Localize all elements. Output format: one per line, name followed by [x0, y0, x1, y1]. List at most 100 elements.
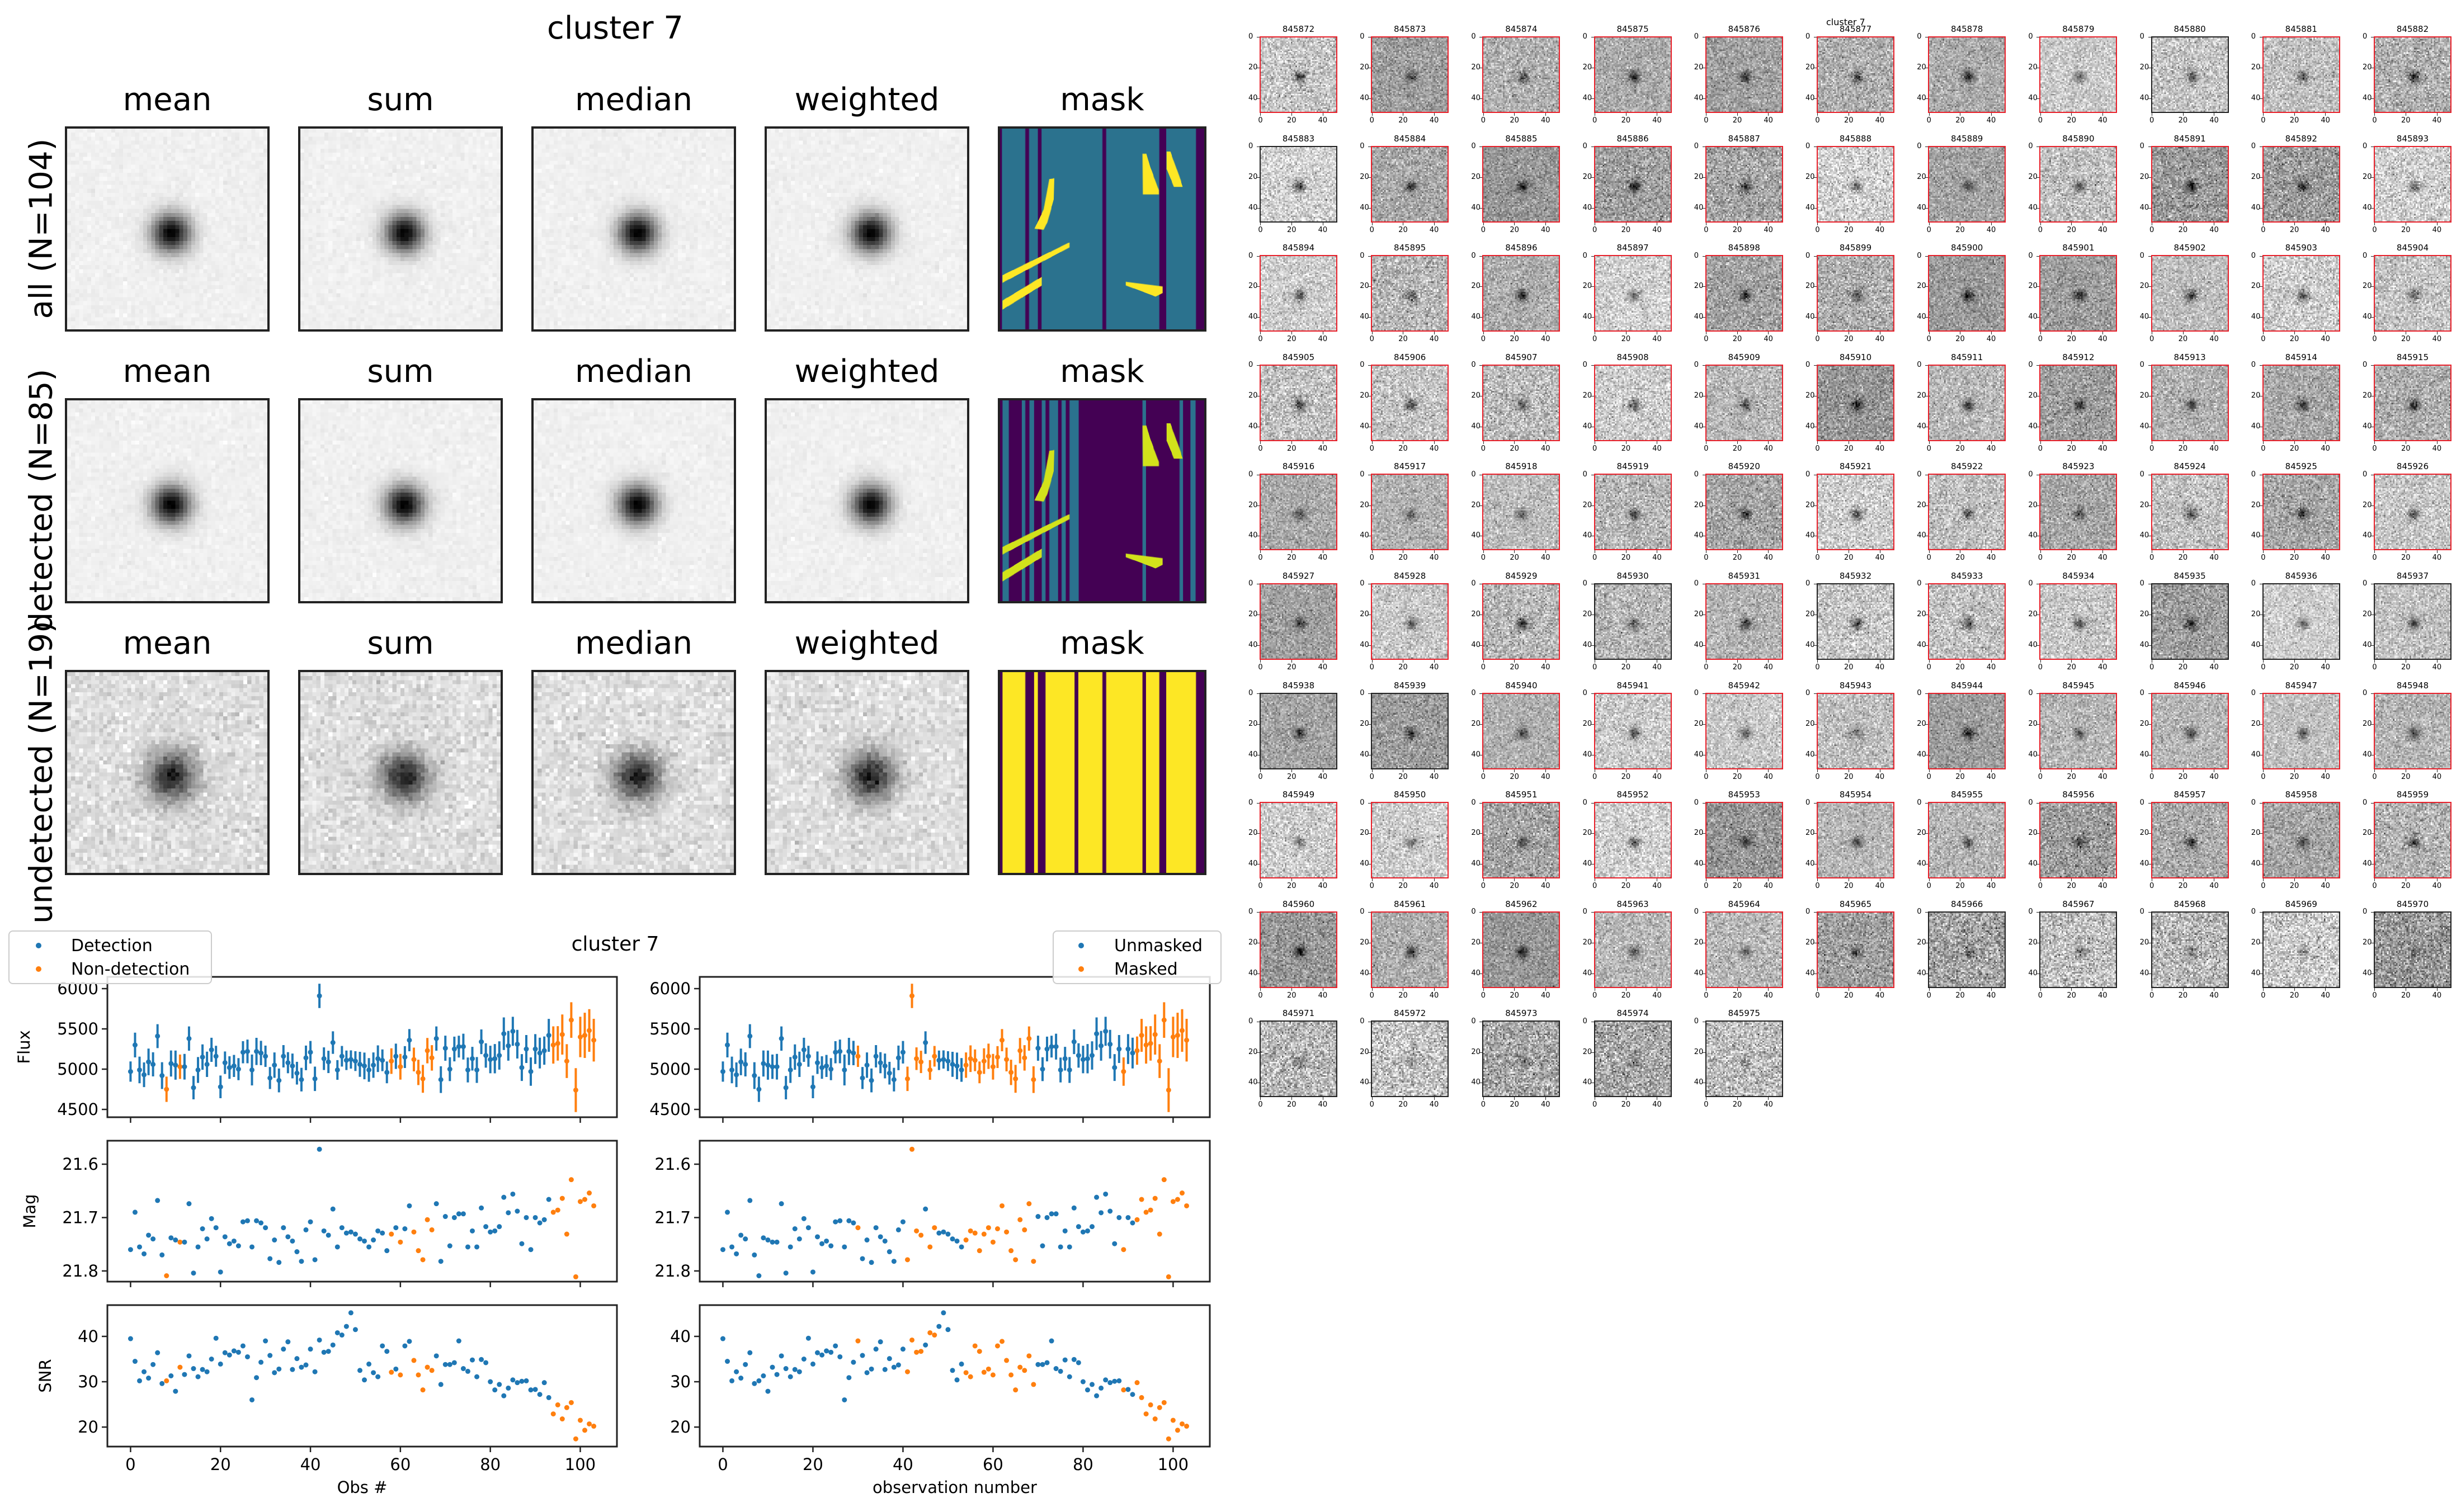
thumbnail-image[interactable] [1371, 364, 1449, 441]
data-point [1058, 1067, 1063, 1072]
data-point [294, 1249, 300, 1255]
y-axis-label: SNR [36, 1359, 55, 1392]
thumbnail-image[interactable] [1817, 145, 1894, 223]
x-tick-label: 20 [1510, 444, 1519, 453]
thumbnails-title: cluster 7 [1826, 17, 1865, 27]
thumbnail-image[interactable] [1482, 145, 1560, 223]
thumbnail-image[interactable] [2039, 145, 2118, 223]
thumbnail-image[interactable] [2039, 36, 2118, 113]
thumbnail-image[interactable] [1482, 255, 1560, 332]
thumbnail-image[interactable] [1260, 145, 1337, 223]
y-tick-label: 0 [2139, 361, 2144, 370]
data-point [308, 1346, 313, 1352]
x-tick-label: 20 [1286, 116, 1296, 125]
thumbnail-image[interactable] [2262, 36, 2340, 113]
y-tick-label: 0 [2028, 32, 2033, 41]
data-point [1116, 1046, 1122, 1052]
thumbnail-image[interactable] [1371, 255, 1449, 332]
data-point [904, 1257, 910, 1263]
data-point [384, 1248, 390, 1254]
thumbnail-image[interactable] [1817, 255, 1894, 332]
x-tick-label: 60 [983, 1455, 1003, 1474]
data-point [510, 1028, 516, 1034]
thumbnail-image[interactable] [1371, 145, 1449, 223]
y-tick-label: 20 [1805, 172, 1815, 181]
thumbnail-image[interactable] [2374, 36, 2451, 113]
thumbnail-image[interactable] [1705, 255, 1783, 332]
y-tick-label: 20 [1582, 63, 1592, 72]
data-point [941, 1310, 946, 1316]
data-point [1071, 1039, 1077, 1045]
stamp-title: mask [1060, 82, 1144, 118]
data-point [828, 1066, 834, 1072]
thumbnail-image[interactable] [1593, 36, 1672, 113]
thumbnail-image[interactable] [2262, 364, 2340, 441]
x-tick-label: 0 [1258, 225, 1263, 234]
x-tick [1260, 441, 1261, 444]
thumbnail-image[interactable] [1482, 364, 1560, 441]
data-point [788, 1374, 793, 1379]
legend-label-non-detection: Non-detection [71, 960, 190, 979]
x-tick [2182, 222, 2184, 225]
thumbnail-image[interactable] [1705, 364, 1783, 441]
data-point [1107, 1380, 1113, 1386]
thumbnail-image[interactable] [2151, 364, 2229, 441]
thumbnail-image[interactable] [1705, 145, 1783, 223]
data-point [474, 1244, 480, 1250]
stamp-title: weighted [794, 353, 940, 390]
y-tick-label: 0 [2251, 141, 2256, 150]
x-tick-label: 20 [2067, 444, 2076, 453]
thumbnail-image[interactable] [1928, 364, 2006, 441]
thumbnail-image[interactable] [1371, 36, 1449, 113]
thumbnail-image[interactable] [2151, 36, 2229, 113]
thumbnail-image[interactable] [2262, 255, 2340, 332]
data-point [747, 1350, 753, 1355]
x-tick [2071, 222, 2072, 225]
data-point [1000, 1339, 1005, 1344]
mask-image [998, 398, 1206, 603]
data-point [796, 1061, 802, 1067]
data-point [577, 1199, 583, 1204]
legend-label-unmasked: Unmasked [1114, 936, 1203, 956]
x-tick-label: 0 [2149, 444, 2154, 453]
y-tick-label: 21.6 [654, 1155, 691, 1174]
x-tick-label: 40 [1429, 335, 1439, 344]
thumbnail-image[interactable] [1593, 255, 1672, 332]
thumbnail-image[interactable] [1705, 36, 1783, 113]
thumbnail-image[interactable] [2151, 255, 2229, 332]
data-point [433, 1201, 439, 1207]
thumbnail-image[interactable] [1928, 36, 2006, 113]
x-axis-label: Obs # [337, 1478, 388, 1497]
y-axis-label: Flux [15, 1030, 34, 1064]
data-point [510, 1377, 516, 1383]
thumbnail-image[interactable] [1593, 364, 1672, 441]
x-tick [1514, 441, 1515, 444]
y-tick-label: 21.7 [654, 1208, 691, 1227]
x-tick-label: 20 [1621, 225, 1631, 234]
data-point [132, 1359, 138, 1364]
thumbnail-image[interactable] [1817, 36, 1894, 113]
thumbnail-title: 845887 [1728, 133, 1760, 144]
data-point [155, 1033, 161, 1039]
y-tick-label: 40 [2139, 93, 2149, 102]
thumbnail-image[interactable] [2262, 145, 2340, 223]
thumbnail-image[interactable] [2374, 145, 2451, 223]
thumbnail-image[interactable] [1260, 364, 1337, 441]
thumbnail-image[interactable] [1260, 36, 1337, 113]
stacked-stamp-median [531, 398, 736, 603]
thumbnail-image[interactable] [2151, 145, 2229, 223]
data-point [1076, 1360, 1081, 1365]
thumbnail-image[interactable] [1482, 36, 1560, 113]
thumbnail-image[interactable] [1817, 364, 1894, 441]
y-tick [2036, 98, 2040, 99]
y-tick-label: 0 [1694, 32, 1699, 41]
data-point [1125, 1046, 1131, 1052]
thumbnail-image[interactable] [1260, 255, 1337, 332]
thumbnail-image[interactable] [1593, 145, 1672, 223]
thumbnail-image[interactable] [1928, 255, 2006, 332]
thumbnail-image[interactable] [2039, 255, 2118, 332]
x-tick [2294, 222, 2295, 225]
thumbnail-image[interactable] [2374, 255, 2451, 332]
thumbnail-image[interactable] [1928, 145, 2006, 223]
thumbnail-image[interactable] [2039, 364, 2118, 441]
